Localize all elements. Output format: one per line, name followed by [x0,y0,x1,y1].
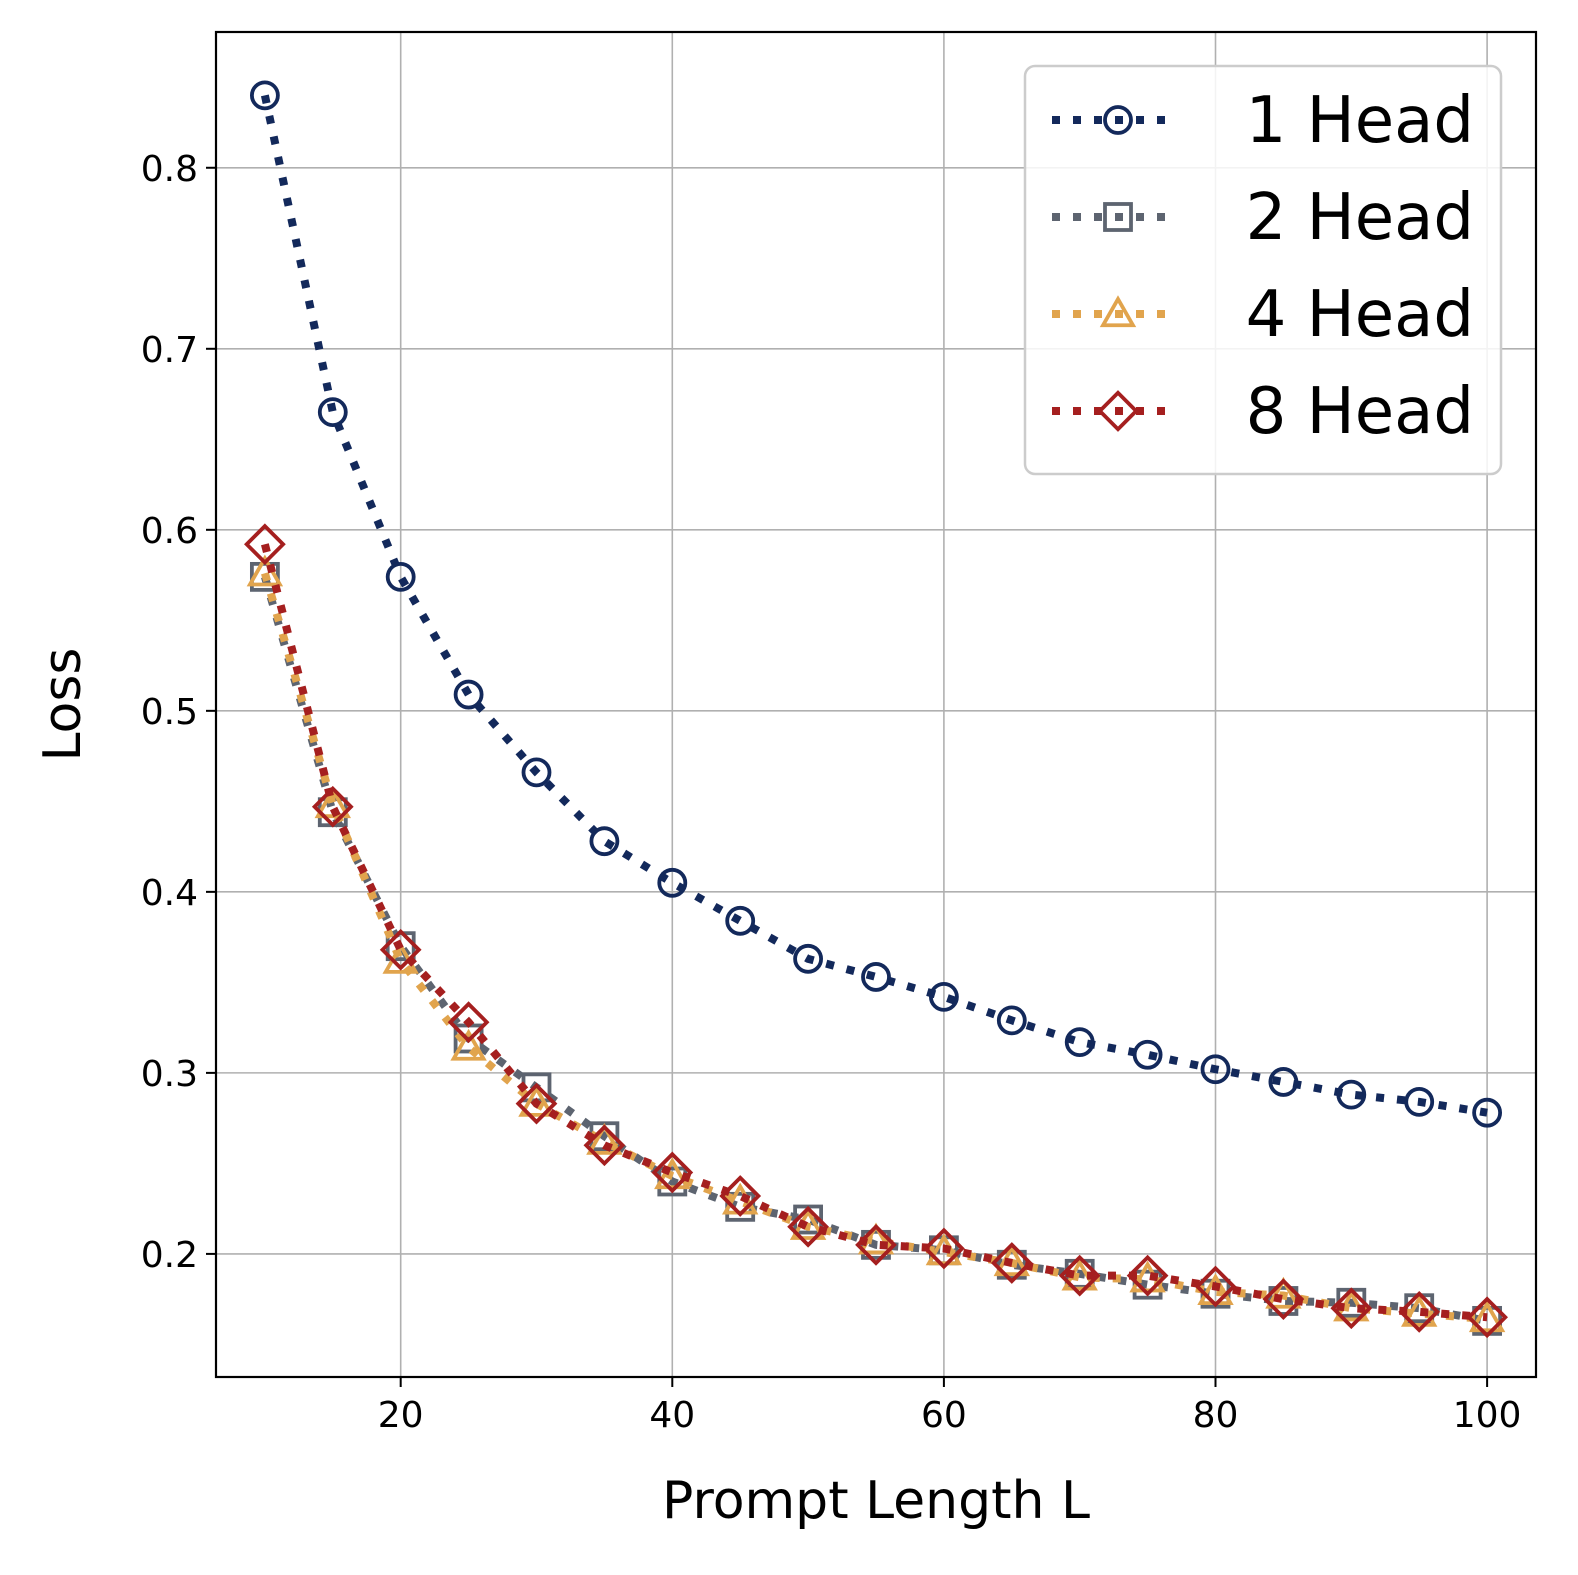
data-point [787,1205,829,1248]
legend-entry: 2 Head [1052,181,1474,255]
legend-entry: 1 Head [1052,84,1474,158]
legend-marker [1097,390,1139,432]
data-point [379,928,422,971]
data-point [1126,1254,1169,1297]
data-point [1200,1054,1231,1085]
data-point [244,523,286,566]
axis-ticks: 20 40 60 80 100 0.2 0.3 0.4 0.5 0.6 0.7 0.8 [141,149,1522,1436]
legend-marker [1099,295,1137,328]
y-axis-label: Loss [33,647,93,761]
x-tick-label: 100 [1453,1395,1522,1436]
data-point [314,786,352,819]
data-point [861,962,891,992]
data-point [925,1233,963,1266]
data-point [1194,1265,1237,1308]
y-tick-label: 0.7 [141,330,198,371]
legend-label: 8 Head [1246,375,1474,449]
data-point [586,1122,623,1155]
data-point [447,1001,490,1044]
data-point [719,1175,762,1217]
data-point [1404,1086,1435,1117]
series-layer [244,80,1508,1339]
data-point [990,1242,1033,1284]
series-line [261,572,1488,1324]
data-point [518,1084,555,1117]
data-point [929,981,959,1012]
data-point [589,826,620,857]
axes-frame [214,30,1538,1379]
legend-box [1023,64,1503,476]
data-point [1265,1276,1302,1309]
legend: 1 Head 2 Head 4 Head 8 Head [1023,64,1503,476]
data-point [249,80,280,111]
data-point [450,1028,487,1061]
data-point [1336,1079,1367,1110]
data-point [725,905,756,936]
data-point [1468,1300,1506,1333]
y-tick-label: 0.8 [141,149,198,190]
legend-label: 2 Head [1246,181,1474,255]
y-tick-label: 0.4 [141,873,198,914]
y-tick-label: 0.3 [141,1054,198,1095]
data-point [453,679,484,710]
legend-marker [1103,105,1133,135]
data-point [385,561,416,592]
y-tick-label: 0.2 [141,1235,198,1276]
data-point [657,867,688,898]
x-axis-label: Prompt Length L [662,1471,1090,1531]
data-point [521,757,552,788]
x-tick-label: 20 [378,1395,424,1436]
data-point [996,1005,1027,1036]
legend-entry: 4 Head [1052,278,1474,352]
series-4 [244,523,1508,1339]
x-tick-label: 60 [921,1395,967,1436]
data-point [857,1222,895,1255]
series-line [261,543,1488,1322]
y-tick-label: 0.6 [141,511,198,552]
data-point [793,943,823,974]
series-1 [249,80,1503,1128]
data-point [311,785,354,828]
x-tick-label: 40 [649,1395,695,1436]
data-point [1058,1254,1101,1297]
x-tick-label: 80 [1193,1395,1239,1436]
data-point [583,1124,626,1167]
data-point [1398,1290,1441,1333]
legend-marker [1103,202,1133,232]
y-tick-label: 0.5 [141,692,198,733]
data-point [1064,1027,1095,1058]
data-point [654,1157,691,1190]
data-point [515,1082,558,1125]
data-point [1472,1097,1503,1128]
data-point [651,1151,694,1194]
data-point [1132,1039,1163,1070]
legend-entry: 8 Head [1052,375,1474,449]
data-point [1330,1287,1373,1330]
legend-label: 1 Head [1246,84,1474,158]
data-point [1268,1067,1299,1097]
legend-label: 4 Head [1246,278,1474,352]
data-point [1466,1296,1508,1339]
data-point [993,1244,1031,1277]
data-point [923,1227,965,1270]
data-point [317,397,348,428]
data-point [855,1223,897,1266]
data-point [1262,1278,1305,1321]
